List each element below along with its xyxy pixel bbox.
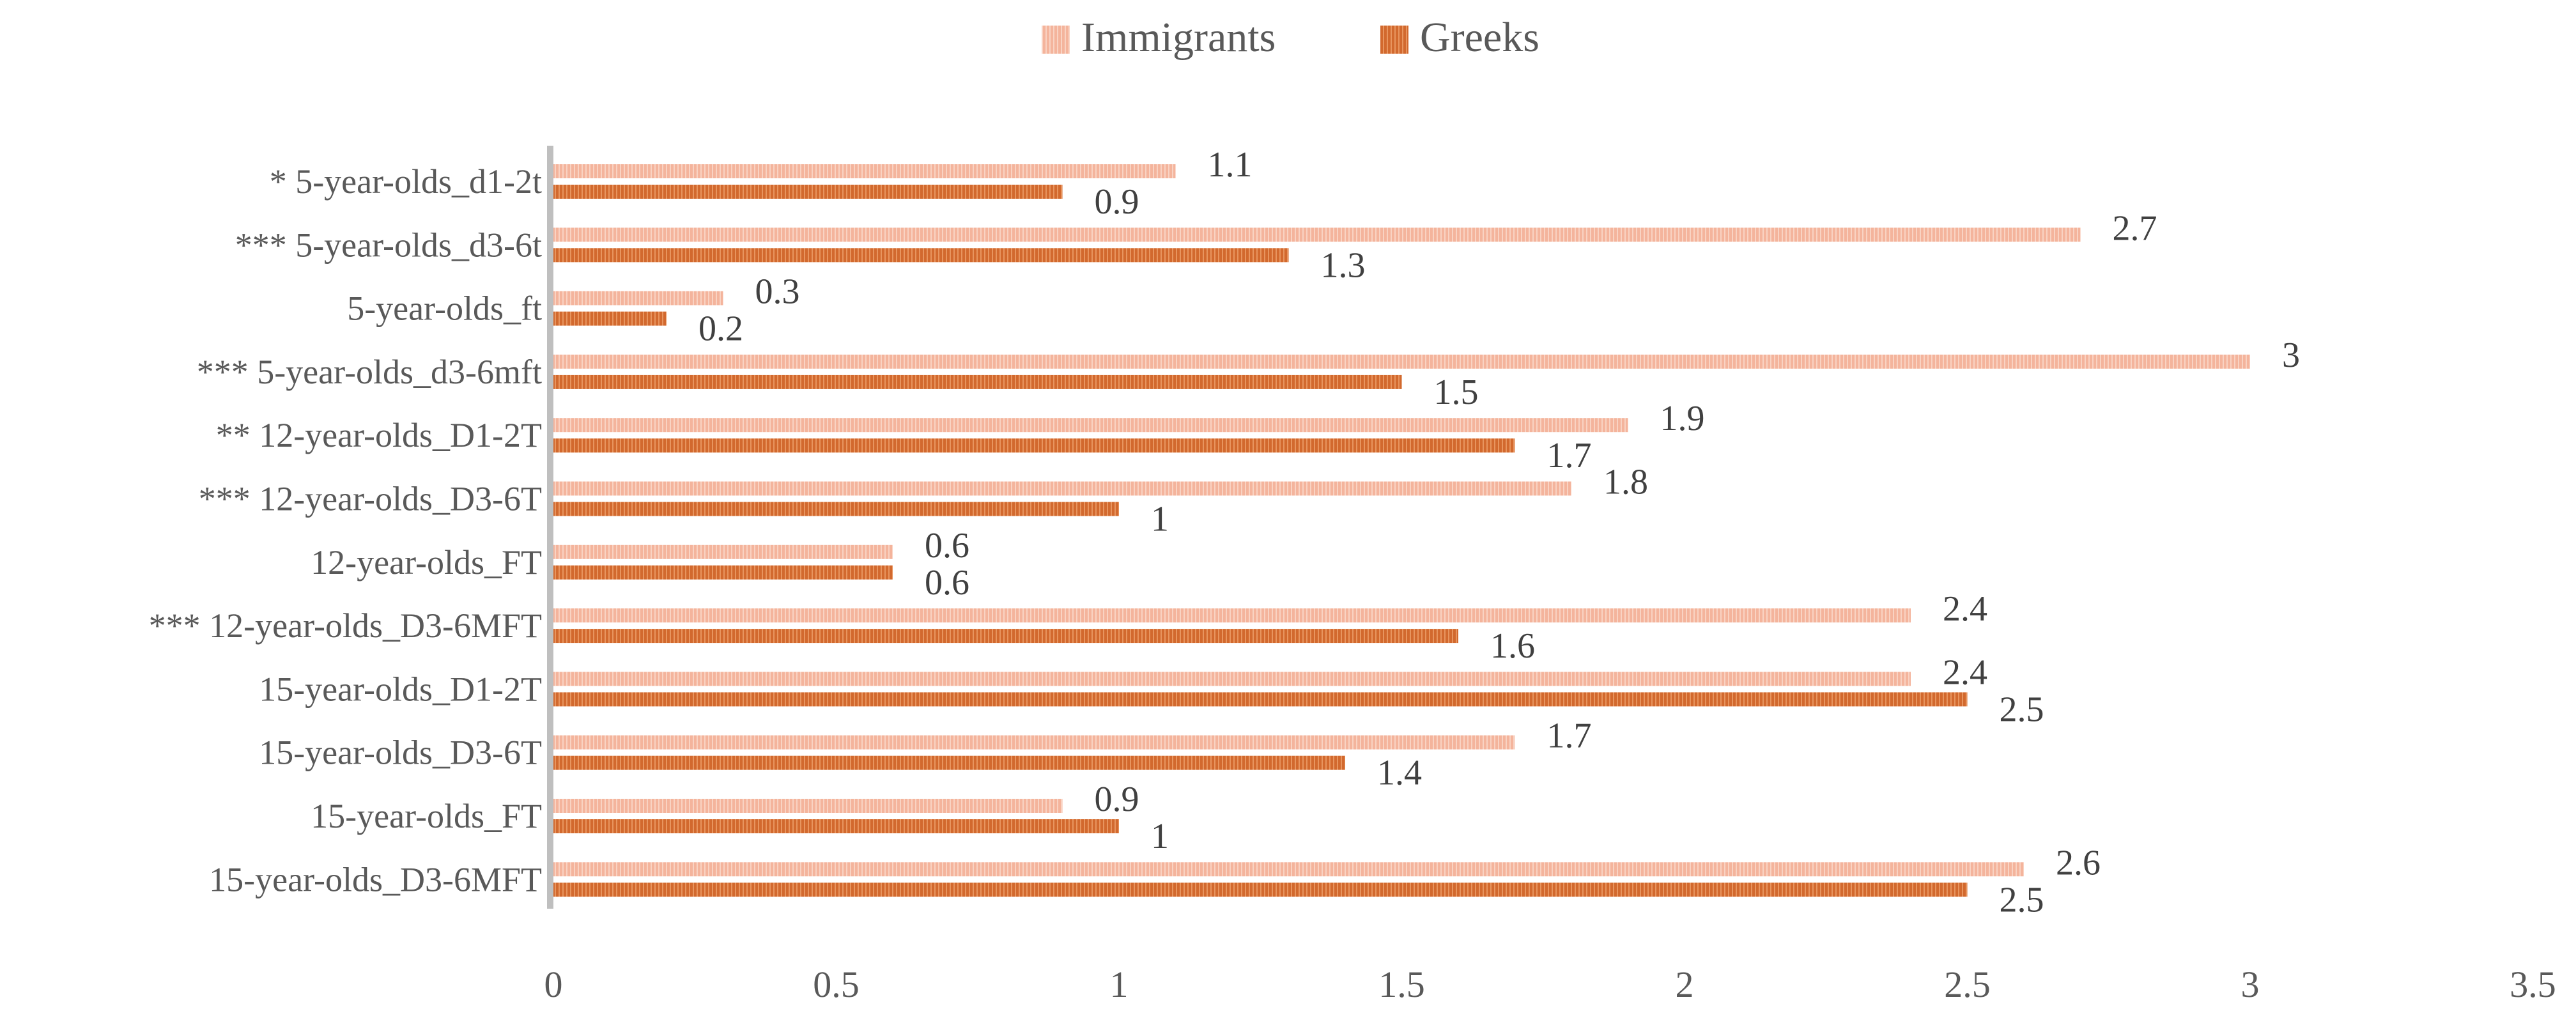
bar-greeks bbox=[553, 819, 1119, 833]
legend-label-greeks: Greeks bbox=[1420, 14, 1539, 61]
bar-immigrants bbox=[553, 799, 1063, 813]
data-label-immigrants: 2.7 bbox=[2113, 208, 2157, 248]
data-label-immigrants: 1.9 bbox=[1660, 399, 1705, 438]
bars-group bbox=[553, 164, 2250, 897]
bar-greeks bbox=[553, 374, 1402, 389]
data-labels-group: 1.1 0.9 2.7 1.3 0.3 0.2 3 1.5 1.9 1.7 1.8 1 0.60.6 2.… bbox=[698, 145, 2300, 920]
data-label-greeks: 1 bbox=[1151, 500, 1169, 539]
category-label: * 5-year-olds_d1-2t bbox=[270, 162, 542, 201]
bar-immigrants bbox=[553, 608, 1911, 623]
category-label: ** 12-year-olds_D1-2T bbox=[216, 416, 542, 454]
x-tick-label: 2 bbox=[1676, 964, 1694, 1005]
bar-greeks bbox=[553, 629, 1458, 644]
category-labels-group: * 5-year-olds_d1-2t *** 5-year-olds_d3-6t… bbox=[149, 162, 542, 898]
category-label: *** 12-year-olds_D3-6MFT bbox=[149, 606, 542, 645]
category-label: 15-year-olds_FT bbox=[311, 797, 542, 835]
data-label-greeks: 1.5 bbox=[1434, 373, 1479, 412]
bar-immigrants bbox=[553, 291, 723, 305]
data-label-immigrants: 0.6 bbox=[925, 526, 969, 566]
data-label-greeks: 2.5 bbox=[2000, 690, 2044, 729]
bar-immigrants bbox=[553, 354, 2250, 369]
bar-greeks bbox=[553, 755, 1345, 770]
data-label-immigrants: 2.4 bbox=[1943, 589, 1987, 629]
bar-greeks bbox=[553, 692, 1968, 707]
category-label: 12-year-olds_FT bbox=[311, 543, 542, 582]
y-axis-line bbox=[547, 146, 553, 909]
data-label-greeks: 1.3 bbox=[1321, 245, 1366, 285]
data-label-greeks: 1.7 bbox=[1547, 436, 1592, 475]
bar-immigrants bbox=[553, 735, 1515, 750]
data-label-immigrants: 1.8 bbox=[1603, 463, 1648, 502]
bar-greeks bbox=[553, 882, 1968, 897]
category-label: *** 5-year-olds_d3-6mft bbox=[197, 353, 542, 391]
legend: Immigrants Greeks bbox=[1042, 14, 1539, 61]
x-tick-label: 0 bbox=[544, 964, 563, 1005]
x-tick-label: 3 bbox=[2241, 964, 2260, 1005]
data-label-greeks: 1 bbox=[1151, 817, 1169, 856]
category-label: 5-year-olds_ft bbox=[347, 289, 542, 328]
bar-greeks bbox=[553, 502, 1119, 516]
data-label-greeks: 1.6 bbox=[1490, 626, 1535, 666]
bar-greeks bbox=[553, 185, 1063, 199]
x-tick-label: 1 bbox=[1110, 964, 1129, 1005]
category-label: 15-year-olds_D3-6MFT bbox=[209, 860, 542, 898]
data-label-greeks: 0.2 bbox=[698, 309, 743, 349]
data-label-immigrants: 0.9 bbox=[1095, 780, 1139, 819]
data-label-immigrants: 2.6 bbox=[2056, 843, 2101, 882]
bar-immigrants bbox=[553, 672, 1911, 686]
bar-immigrants bbox=[553, 418, 1628, 433]
x-axis-ticks: 0 0.5 1 1.5 2 2.5 3 3.5 bbox=[544, 964, 2556, 1005]
bar-immigrants bbox=[553, 164, 1176, 178]
legend-swatch-immigrants bbox=[1042, 26, 1070, 54]
data-label-greeks: 1.4 bbox=[1377, 753, 1422, 793]
data-label-greeks: 2.5 bbox=[2000, 880, 2044, 920]
bar-immigrants bbox=[553, 227, 2081, 242]
bar-immigrants bbox=[553, 862, 2024, 877]
legend-swatch-greeks bbox=[1380, 26, 1408, 54]
data-label-immigrants: 0.3 bbox=[755, 272, 800, 312]
data-label-immigrants: 3 bbox=[2282, 335, 2300, 375]
data-label-greeks: 0.9 bbox=[1095, 182, 1139, 222]
bar-greeks bbox=[553, 248, 1289, 263]
x-tick-label: 2.5 bbox=[1944, 964, 1991, 1005]
x-tick-label: 0.5 bbox=[813, 964, 860, 1005]
bar-immigrants bbox=[553, 481, 1571, 496]
data-label-immigrants: 2.4 bbox=[1943, 652, 1987, 692]
bar-greeks bbox=[553, 565, 893, 580]
category-label: *** 5-year-olds_d3-6t bbox=[235, 226, 542, 264]
x-tick-label: 3.5 bbox=[2510, 964, 2556, 1005]
category-label: 15-year-olds_D1-2T bbox=[259, 670, 542, 708]
data-label-immigrants: 1.7 bbox=[1547, 716, 1592, 756]
category-label: *** 12-year-olds_D3-6T bbox=[199, 480, 542, 518]
x-tick-label: 1.5 bbox=[1378, 964, 1425, 1005]
bar-greeks bbox=[553, 438, 1515, 453]
legend-label-immigrants: Immigrants bbox=[1081, 14, 1276, 61]
bar-immigrants bbox=[553, 544, 893, 559]
bar-greeks bbox=[553, 311, 667, 326]
category-label: 15-year-olds_D3-6T bbox=[259, 734, 542, 772]
data-label-greeks: 0.6 bbox=[925, 563, 969, 603]
data-label-immigrants: 1.1 bbox=[1208, 145, 1253, 185]
